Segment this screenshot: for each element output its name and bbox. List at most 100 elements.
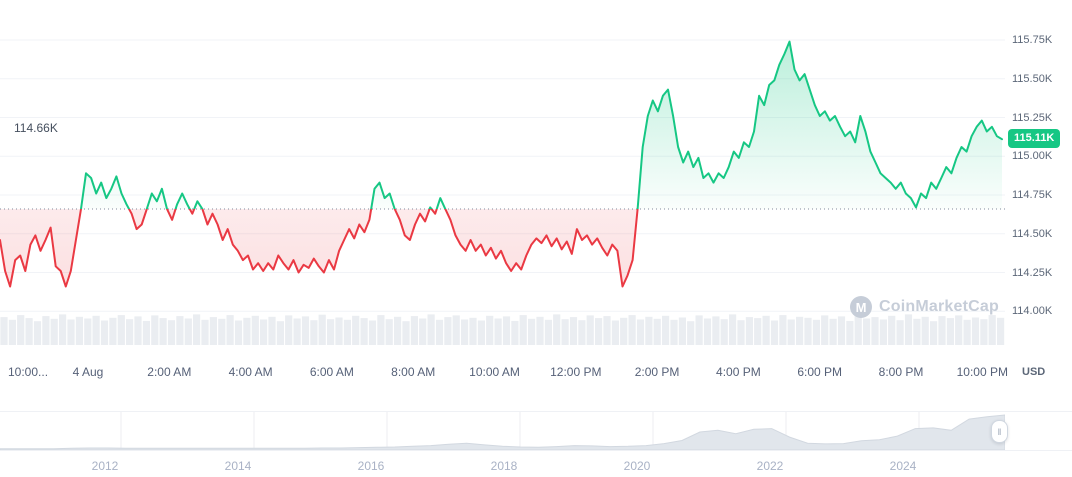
volume-bar — [636, 319, 645, 345]
volume-bar — [75, 316, 83, 345]
volume-bar — [879, 319, 887, 345]
volume-bar — [553, 314, 561, 345]
volume-bar — [25, 318, 33, 345]
chart-region: 114.66K M CoinMarketCap — [0, 0, 1005, 350]
volume-bar — [896, 320, 904, 345]
y-axis-label: 115.00K — [1012, 150, 1053, 163]
volume-bar — [578, 320, 586, 345]
volume-bar — [243, 317, 251, 345]
volume-bar — [92, 315, 100, 345]
volume-bar — [528, 318, 536, 345]
x-axis-label: 2:00 PM — [634, 365, 680, 379]
volume-bar — [561, 319, 569, 345]
y-axis-label: 115.50K — [1012, 72, 1053, 85]
overview-area — [0, 414, 1005, 450]
volume-bar — [167, 320, 176, 345]
volume-bar — [477, 320, 485, 345]
volume-bar — [260, 319, 268, 345]
volume-bar — [963, 319, 971, 345]
volume-bar — [737, 320, 745, 345]
volume-bar — [687, 321, 695, 345]
volume-bar — [285, 315, 293, 345]
volume-bar — [569, 317, 578, 345]
volume-bar — [8, 319, 16, 345]
volume-bar — [59, 314, 67, 345]
volume-bar — [812, 319, 820, 345]
volume-bar — [159, 318, 167, 345]
price-chart[interactable] — [0, 0, 1005, 350]
year-label: 2014 — [224, 459, 252, 473]
volume-bar — [628, 315, 636, 345]
volume-bar — [193, 314, 201, 345]
volume-bar — [452, 315, 460, 345]
volume-bar — [494, 318, 502, 345]
volume-bar — [377, 315, 385, 345]
scrubber-handle[interactable]: ‖ — [991, 420, 1008, 443]
x-axis-label: 12:00 PM — [550, 365, 602, 379]
price-line-up — [79, 40, 1003, 209]
x-axis-label: 6:00 PM — [797, 365, 843, 379]
volume-bar — [461, 319, 469, 345]
volume-bar — [184, 318, 192, 345]
volume-bar — [930, 321, 938, 345]
x-axis-label: 10:00 PM — [956, 365, 1008, 379]
volume-bar — [946, 318, 954, 345]
volume-bar — [394, 316, 402, 345]
volume-bar — [754, 318, 762, 345]
volume-bar — [837, 316, 846, 345]
volume-bar — [670, 319, 678, 345]
x-axis-label: 4 Aug — [72, 365, 104, 379]
volume-bar — [720, 319, 728, 345]
price-line-down — [0, 209, 639, 288]
volume-bar — [745, 317, 753, 345]
volume-bar — [385, 319, 393, 345]
x-axis-label: 8:00 PM — [878, 365, 924, 379]
x-axis-label: 4:00 PM — [716, 365, 761, 379]
volume-bar — [176, 316, 184, 345]
price-area-down — [0, 209, 1002, 287]
volume-bar — [469, 317, 477, 345]
volume-bar — [729, 314, 737, 345]
current-price-badge: 115.11K — [1008, 129, 1061, 149]
year-label: 2016 — [357, 459, 385, 473]
volume-bar — [762, 315, 770, 345]
volume-bar — [678, 317, 686, 345]
volume-bar — [511, 320, 519, 345]
volume-bar — [796, 316, 804, 345]
volume-bar — [419, 318, 427, 345]
volume-bar — [276, 321, 284, 345]
volume-bar — [804, 317, 812, 345]
volume-bar — [997, 317, 1005, 345]
currency-unit-label: USD — [1022, 366, 1046, 378]
x-axis-label: 6:00 AM — [309, 365, 354, 379]
y-axis-label: 115.25K — [1012, 111, 1053, 124]
overview-chart[interactable] — [0, 412, 1005, 450]
volume-bar — [712, 316, 720, 345]
volume-bar — [67, 319, 75, 345]
volume-bar — [226, 315, 234, 345]
volume-bar — [268, 316, 276, 345]
volume-bar — [109, 317, 117, 345]
volume-bar — [134, 316, 142, 345]
date-range-scrubber[interactable] — [0, 411, 1072, 451]
x-axis-label: 4:00 AM — [228, 365, 273, 379]
y-axis: 115.11K USD 115.75K 115.50K 115.25K 115.00K… — [1005, 0, 1072, 410]
volume-bar — [921, 316, 929, 345]
volume-bar — [620, 317, 628, 345]
volume-bar — [293, 318, 301, 345]
volume-bar — [703, 318, 712, 345]
volume-bar — [209, 317, 217, 345]
volume-bar — [595, 318, 603, 345]
volume-bar — [33, 321, 42, 345]
volume-bar — [126, 319, 134, 345]
volume-bar — [201, 319, 209, 345]
year-axis: 2012 2014 2016 2018 2020 2022 2024 — [0, 459, 1005, 475]
volume-bar — [829, 318, 837, 345]
volume-bar — [335, 317, 343, 345]
volume-bar — [846, 320, 854, 345]
x-axis-label: 10:00... — [8, 365, 49, 379]
volume-bar — [402, 321, 410, 345]
volume-bar — [787, 319, 795, 345]
volume-bar — [410, 316, 418, 345]
volume-bar — [318, 314, 326, 345]
